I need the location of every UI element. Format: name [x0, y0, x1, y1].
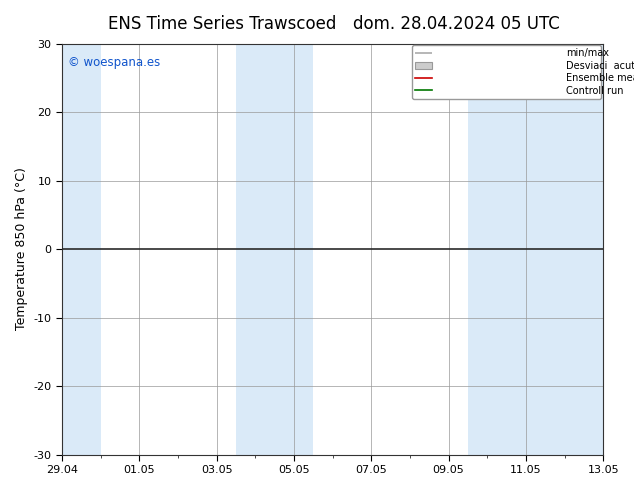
- Bar: [468, 44, 603, 455]
- Text: dom. 28.04.2024 05 UTC: dom. 28.04.2024 05 UTC: [353, 15, 560, 33]
- Text: © woespana.es: © woespana.es: [67, 56, 160, 69]
- Y-axis label: Temperature 850 hPa (°C): Temperature 850 hPa (°C): [15, 168, 28, 330]
- Text: ENS Time Series Trawscoed: ENS Time Series Trawscoed: [108, 15, 336, 33]
- Bar: [236, 44, 313, 455]
- Bar: [62, 44, 101, 455]
- Legend: min/max, Desviaci  acute;n est  acute;ndar, Ensemble mean run, Controll run: min/max, Desviaci acute;n est acute;ndar…: [412, 46, 601, 98]
